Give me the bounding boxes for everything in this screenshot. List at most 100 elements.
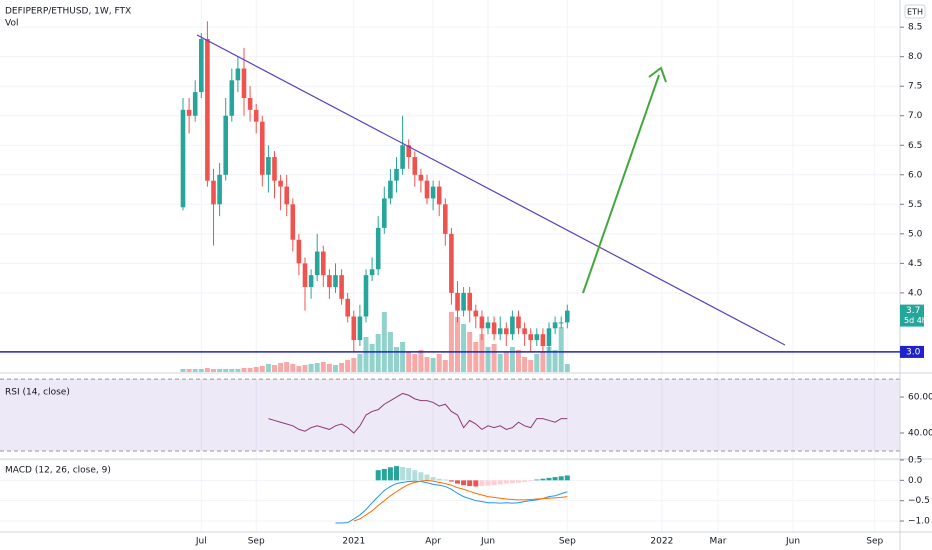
candle-body — [333, 275, 338, 287]
histogram-bar — [473, 480, 479, 487]
candle-body — [217, 174, 222, 205]
candle-body — [406, 145, 411, 158]
y-tick-label: 4.0 — [908, 288, 923, 298]
volume-bar — [564, 364, 570, 372]
histogram-bar — [375, 470, 381, 481]
candle-body — [223, 115, 228, 175]
volume-bar — [473, 342, 479, 372]
volume-bar — [186, 369, 192, 372]
volume-bar — [272, 365, 277, 372]
candle-body — [211, 180, 216, 205]
volume-bar — [503, 352, 509, 372]
histogram-bar — [509, 480, 515, 484]
candle-body — [229, 80, 235, 116]
last-price: 3.7 — [906, 306, 920, 316]
candle-body — [327, 275, 332, 287]
volume-bar — [320, 362, 326, 372]
x-tick-label: 2021 — [342, 537, 365, 547]
volume-bar — [180, 369, 186, 372]
volume-bar — [442, 360, 448, 372]
candle-body — [186, 109, 192, 116]
volume-bar — [436, 354, 442, 372]
rsi-title: RSI (14, close) — [5, 388, 70, 398]
y-tick-label: 0.0 — [908, 476, 923, 486]
volume-bar — [381, 312, 387, 372]
macd-title: MACD (12, 26, close, 9) — [5, 466, 111, 476]
candle-body — [443, 204, 448, 234]
histogram-bar — [479, 480, 485, 487]
candle-body — [345, 298, 350, 317]
y-tick-label: 6.5 — [908, 141, 922, 151]
volume-bar — [552, 350, 558, 372]
volume-bar — [278, 363, 284, 372]
candle-body — [296, 239, 302, 264]
x-tick-label: Sep — [559, 537, 576, 547]
y-tick-label: 60.00 — [908, 393, 932, 403]
candle-body — [522, 328, 527, 335]
histogram-bar — [424, 474, 430, 481]
volume-bar — [198, 369, 204, 372]
histogram-bar — [558, 476, 564, 481]
histogram-bar — [418, 472, 424, 481]
candle-body — [235, 68, 241, 81]
y-tick-label: −0.5 — [908, 496, 930, 506]
volume-bar — [448, 312, 454, 372]
volume-bar — [400, 342, 406, 372]
volume-bar — [314, 363, 320, 372]
candle-body — [436, 186, 442, 205]
volume-bar — [339, 363, 345, 372]
histogram-bar — [430, 477, 436, 481]
candle-body — [321, 251, 326, 276]
volume-bar — [253, 367, 259, 372]
histogram-bar — [461, 480, 467, 486]
candle-body — [449, 233, 454, 293]
volume-bar — [485, 347, 491, 372]
volume-bar — [369, 344, 375, 372]
histogram-bar — [436, 478, 442, 481]
volume-bar — [247, 368, 253, 372]
volume-bar — [211, 369, 216, 372]
candle-body — [479, 316, 485, 329]
volume-bar — [430, 358, 436, 372]
histogram-bar — [448, 480, 454, 482]
histogram-bar — [522, 480, 528, 482]
volume-bar — [558, 327, 564, 372]
candle-body — [369, 269, 375, 276]
y-tick-label: 8.5 — [908, 23, 922, 33]
volume-bar — [418, 350, 424, 372]
y-tick-label: 6.0 — [908, 170, 923, 180]
candle-body — [247, 98, 253, 110]
candle-body — [388, 180, 393, 199]
candle-body — [534, 334, 540, 341]
candle-body — [516, 316, 521, 329]
countdown: 5d 4h — [904, 316, 927, 325]
candle-body — [278, 180, 283, 187]
volume-bar — [345, 360, 351, 372]
x-tick-label: Jun — [785, 537, 800, 547]
candle-body — [552, 322, 558, 329]
candle-body — [363, 275, 369, 317]
candle-body — [382, 198, 387, 228]
candle-body — [528, 334, 533, 341]
signal-line — [353, 479, 568, 522]
currency-box — [904, 4, 926, 19]
trend-line — [196, 34, 786, 346]
volume-bar — [204, 368, 210, 372]
histogram-bar — [503, 480, 509, 484]
histogram-bar — [394, 466, 399, 481]
volume-bar — [351, 358, 357, 372]
volume-bar — [235, 369, 241, 372]
histogram-bar — [387, 467, 393, 481]
price-label-box — [900, 345, 924, 358]
volume-bar — [534, 354, 540, 372]
candle-body — [400, 145, 405, 169]
volume-bar — [509, 347, 515, 372]
candle-body — [497, 328, 503, 335]
volume-bar — [491, 344, 497, 372]
volume-bar — [394, 347, 399, 372]
price-label: 3.0 — [906, 347, 921, 357]
volume-bar — [522, 357, 528, 372]
candle-body — [375, 227, 381, 270]
volume-bar — [424, 357, 430, 372]
